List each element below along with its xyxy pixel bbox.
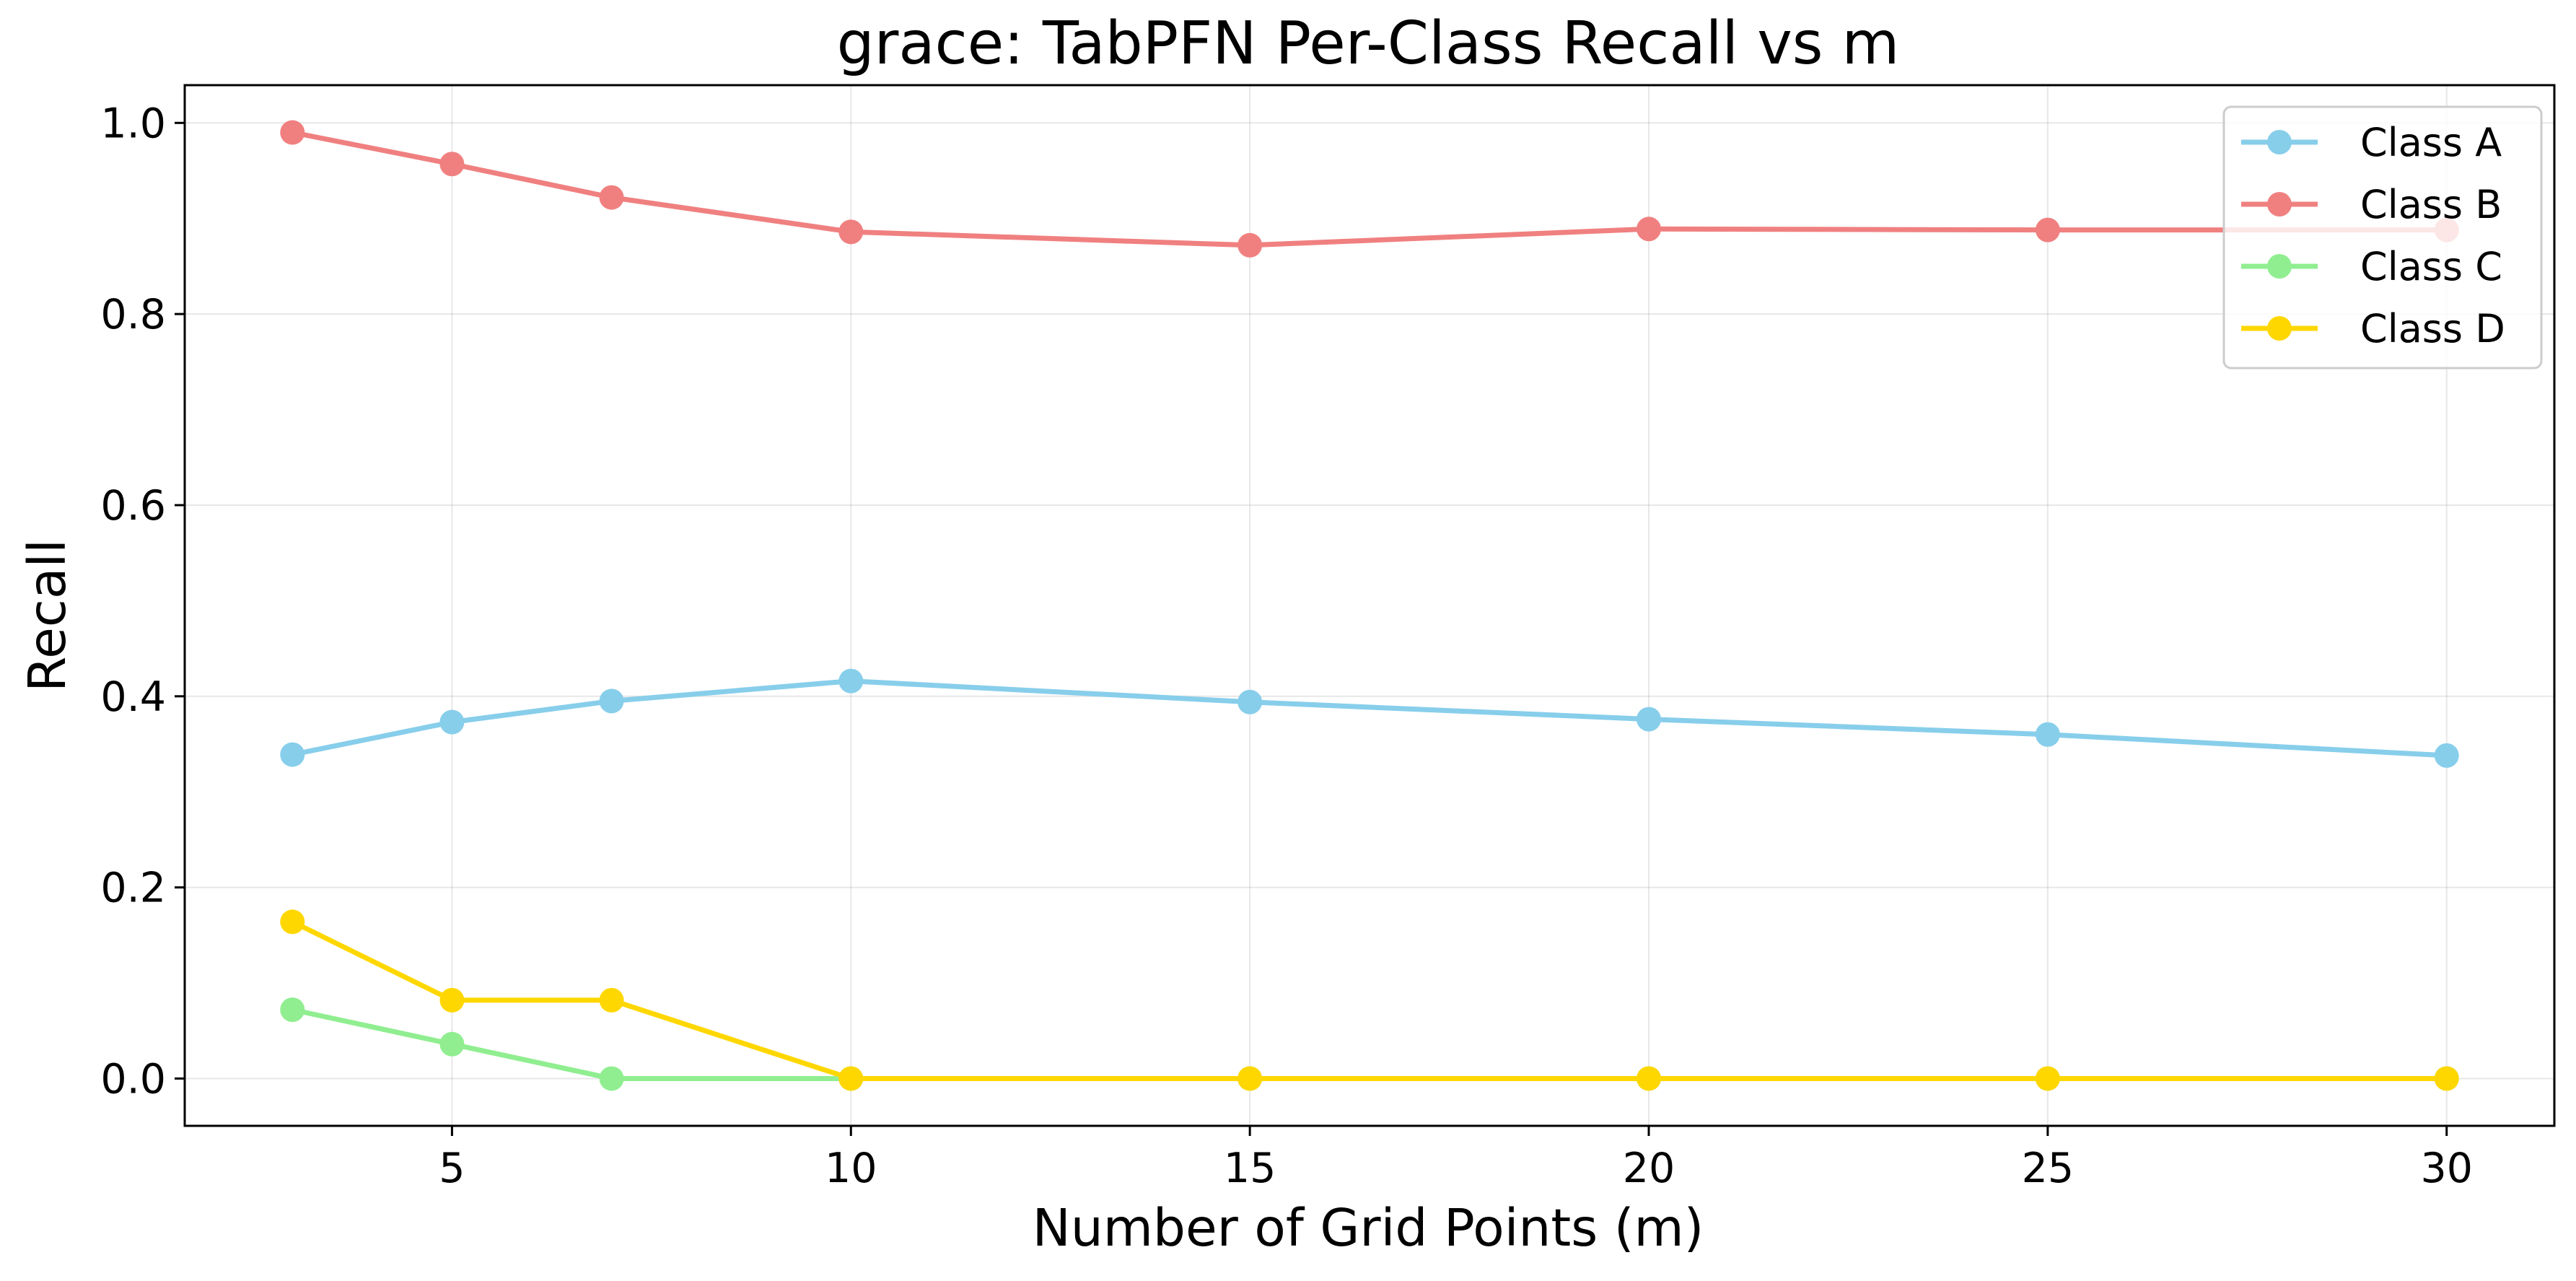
data-point-class-a bbox=[1637, 707, 1662, 732]
x-tick-label: 25 bbox=[2022, 1145, 2075, 1192]
legend-label: Class C bbox=[2360, 244, 2502, 289]
data-point-class-c bbox=[280, 997, 305, 1023]
data-point-class-a bbox=[280, 742, 305, 767]
data-point-class-c bbox=[599, 1066, 624, 1091]
series-layer bbox=[280, 120, 2459, 1091]
data-point-class-b bbox=[439, 152, 465, 177]
data-point-class-a bbox=[599, 688, 624, 714]
data-point-class-b bbox=[1237, 232, 1263, 258]
data-point-class-b bbox=[2035, 217, 2060, 242]
legend-item-class-a: Class A bbox=[2241, 120, 2502, 165]
legend-swatch-marker bbox=[2267, 130, 2292, 154]
ticks: 5 10 15 20 25 30 0.0 0.2 0.4 0.6 0.8 1.0 bbox=[100, 100, 2473, 1192]
data-point-class-d bbox=[599, 987, 624, 1013]
data-point-class-d bbox=[2434, 1066, 2459, 1091]
x-tick-label: 30 bbox=[2420, 1145, 2473, 1192]
y-tick-label: 0.6 bbox=[100, 482, 166, 530]
data-point-class-a bbox=[838, 668, 864, 694]
y-tick-label: 1.0 bbox=[100, 100, 166, 147]
series-class-d bbox=[280, 909, 2459, 1091]
legend-swatch-marker bbox=[2267, 316, 2292, 341]
series-class-b bbox=[280, 120, 2459, 258]
legend-item-class-b: Class B bbox=[2241, 182, 2502, 227]
data-point-class-c bbox=[439, 1031, 465, 1057]
legend-item-class-d: Class D bbox=[2241, 306, 2505, 351]
chart-title: grace: TabPFN Per-Class Recall vs m bbox=[837, 9, 1900, 78]
y-tick-label: 0.4 bbox=[100, 673, 166, 721]
data-point-class-a bbox=[1237, 689, 1263, 714]
legend-box bbox=[2222, 105, 2543, 370]
x-tick-label: 20 bbox=[1623, 1145, 1675, 1192]
data-point-class-b bbox=[280, 120, 305, 145]
series-line-class-d bbox=[289, 919, 2450, 1081]
x-tick-label: 10 bbox=[825, 1145, 877, 1192]
legend-label: Class B bbox=[2360, 182, 2502, 227]
x-axis-title: Number of Grid Points (m) bbox=[1033, 1198, 1704, 1258]
data-point-class-b bbox=[599, 185, 624, 210]
y-tick-label: 0.2 bbox=[100, 865, 166, 912]
x-tick-label: 15 bbox=[1224, 1145, 1276, 1192]
data-point-class-a bbox=[439, 709, 465, 735]
data-point-class-d bbox=[2035, 1066, 2060, 1091]
series-class-a bbox=[280, 668, 2459, 768]
x-tick-label: 5 bbox=[439, 1145, 465, 1192]
y-tick-label: 0.8 bbox=[100, 291, 166, 338]
legend-label: Class A bbox=[2360, 120, 2502, 165]
legend: Class A Class B Class C Class D bbox=[2222, 105, 2543, 370]
y-axis-title: Recall bbox=[17, 539, 77, 692]
data-point-class-d bbox=[1637, 1066, 1662, 1091]
series-line-class-b bbox=[289, 130, 2450, 248]
data-point-class-b bbox=[1637, 217, 1662, 242]
legend-swatch-marker bbox=[2267, 192, 2292, 217]
series-line-class-a bbox=[289, 678, 2450, 758]
legend-label: Class D bbox=[2360, 306, 2505, 351]
data-point-class-b bbox=[838, 219, 864, 245]
legend-swatch-marker bbox=[2267, 254, 2292, 279]
data-point-class-d bbox=[1237, 1066, 1263, 1091]
data-point-class-d bbox=[280, 909, 305, 935]
y-tick-label: 0.0 bbox=[100, 1055, 166, 1103]
plot-frame bbox=[183, 84, 2556, 1127]
data-point-class-a bbox=[2035, 722, 2060, 747]
legend-item-class-c: Class C bbox=[2241, 244, 2502, 289]
data-point-class-d bbox=[838, 1066, 864, 1091]
data-point-class-d bbox=[439, 987, 465, 1013]
data-point-class-a bbox=[2434, 743, 2459, 768]
